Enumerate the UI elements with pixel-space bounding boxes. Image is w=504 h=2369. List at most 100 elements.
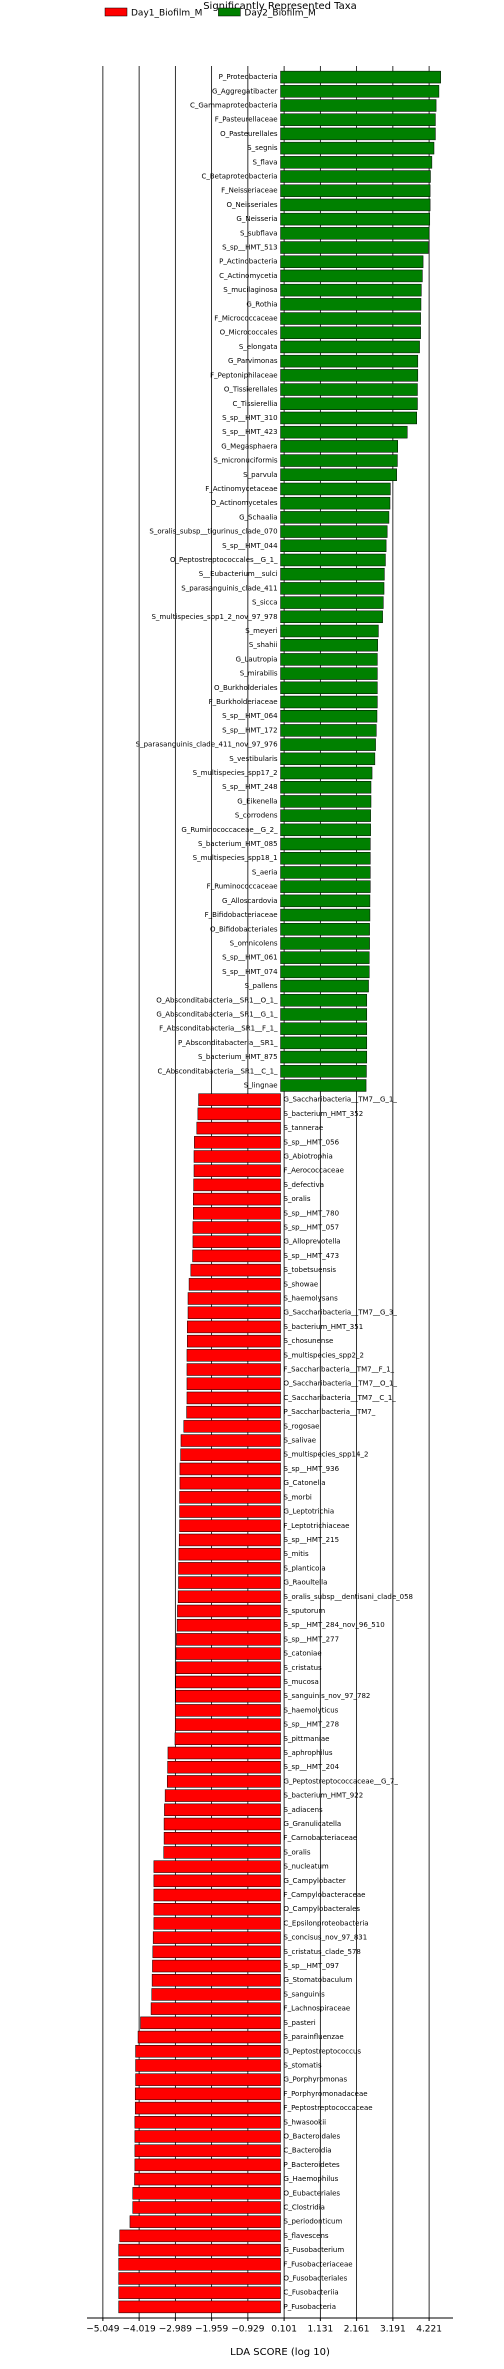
- category-label: O_Eubacteriales: [284, 2189, 341, 2197]
- bar: [198, 1093, 281, 1106]
- bar: [152, 1959, 281, 1973]
- category-label: S_bacterium_HMT_351: [284, 1323, 364, 1331]
- category-label: C_Epsilonproteobacteria: [284, 1919, 369, 1927]
- category-label: S_pallens: [245, 982, 278, 990]
- bar: [280, 354, 419, 368]
- category-label: S_oralis: [284, 1848, 311, 1856]
- bar: [164, 1789, 281, 1802]
- bar: [135, 2045, 281, 2058]
- bar: [280, 70, 441, 84]
- category-label: G_Lautropia: [236, 655, 278, 663]
- bar: [178, 1547, 281, 1561]
- bar: [280, 283, 422, 297]
- bar: [118, 2300, 281, 2314]
- category-label: S_parainfluenzae: [284, 2033, 344, 2041]
- category-label: G_Granulicatella: [284, 1820, 342, 1828]
- category-label: F_Absconditabacteria__SR1__F_1_: [159, 1025, 278, 1033]
- category-label: F_Peptostreptococcaceae: [284, 2104, 373, 2112]
- category-label: S_sp__HMT_277: [284, 1635, 339, 1643]
- category-label: S_sp__HMT_215: [284, 1536, 339, 1544]
- category-label: F_Fusobacteriaceae: [284, 2260, 353, 2268]
- bar: [176, 1633, 281, 1646]
- bar: [280, 1008, 368, 1021]
- category-label: S__Eubacterium__sulci: [199, 570, 278, 578]
- legend-label: Day2_Biofilm_M: [244, 9, 315, 19]
- category-label: S_sp__HMT_064: [222, 712, 278, 720]
- bar: [280, 326, 421, 339]
- category-label: S_sp__HMT_057: [284, 1224, 339, 1232]
- bar: [140, 2016, 281, 2030]
- bar: [179, 1519, 281, 1532]
- x-tick-label: −2.989: [159, 2325, 193, 2335]
- bar: [280, 638, 378, 652]
- category-label: G_Rothia: [246, 300, 277, 308]
- category-label: S_flava: [252, 158, 277, 166]
- category-label: F_Pasteurellaceae: [215, 116, 278, 124]
- category-label: G_Schaalia: [239, 513, 277, 521]
- bar: [179, 1476, 281, 1490]
- bar: [280, 468, 397, 481]
- bar: [280, 695, 378, 709]
- bar: [280, 951, 370, 964]
- category-label: S_parasanguinis_clade_411: [181, 584, 277, 592]
- category-label: S_cristatus_clade_578: [284, 1948, 361, 1956]
- category-label: P_Absconditabacteria__SR1_: [178, 1039, 278, 1047]
- category-label: S_sp__HMT_097: [284, 1962, 339, 1970]
- bar: [178, 1562, 281, 1575]
- bar: [280, 340, 420, 354]
- category-label: O_Micrococcales: [220, 329, 278, 337]
- bar: [186, 1363, 281, 1376]
- bar: [280, 525, 388, 538]
- bar: [167, 1746, 281, 1760]
- bar: [178, 1533, 281, 1547]
- bar: [134, 2116, 281, 2129]
- category-label: S_oralis_subsp__dentisani_clade_058: [284, 1593, 413, 1601]
- bar: [280, 979, 369, 993]
- bar: [151, 1988, 281, 2001]
- bar: [187, 1292, 281, 1305]
- x-tick-label: 4.221: [416, 2325, 442, 2335]
- x-tick-label: −0.929: [231, 2325, 265, 2335]
- category-label: G_Eikenella: [237, 797, 277, 805]
- bar: [118, 2286, 281, 2299]
- bar: [187, 1306, 281, 1319]
- category-label: G_Absconditabacteria__SR1__G_1_: [156, 1010, 278, 1018]
- bar: [280, 923, 370, 936]
- category-label: C_Actinomycetia: [219, 272, 277, 280]
- bar: [183, 1420, 281, 1433]
- category-label: F_Leptotrichiaceae: [284, 1522, 350, 1530]
- bar: [280, 795, 372, 808]
- category-label: S_sp__HMT_284_nov_96_510: [284, 1621, 385, 1629]
- category-label: C_Tissierellia: [232, 400, 277, 408]
- bar: [135, 2073, 281, 2086]
- category-label: S_pittmaniae: [284, 1735, 330, 1743]
- category-label: F_Carnobacteriaceae: [284, 1834, 358, 1842]
- category-label: S_multispecies_spp14_2: [284, 1451, 369, 1459]
- category-label: S_tannerae: [284, 1124, 324, 1132]
- bar: [190, 1263, 281, 1277]
- bar: [180, 1434, 281, 1447]
- bar: [280, 141, 435, 155]
- category-label: S_bacterium_HMT_085: [198, 840, 278, 848]
- bar: [280, 440, 398, 453]
- bar: [280, 170, 431, 183]
- category-label: G_Haemophilus: [284, 2175, 339, 2183]
- bar: [137, 2030, 281, 2044]
- bar: [280, 227, 430, 240]
- category-label: C_Fusobacteriia: [284, 2289, 339, 2297]
- category-label: S_adiacens: [284, 1806, 324, 1814]
- category-label: S_sp__HMT_310: [222, 414, 277, 422]
- bar: [280, 383, 418, 396]
- bar: [175, 1689, 281, 1703]
- category-label: C_Absconditabacteria__SR1__C_1_: [157, 1067, 278, 1075]
- category-label: F_Porphyromonadaceae: [284, 2090, 368, 2098]
- legend-swatch: [104, 7, 128, 17]
- bar: [134, 2144, 281, 2157]
- bar: [179, 1462, 281, 1476]
- category-label: G_Megasphaera: [221, 442, 277, 450]
- bar: [280, 567, 385, 581]
- bar: [132, 2187, 281, 2200]
- bar: [280, 965, 370, 979]
- category-label: F_Burkholderiaceae: [209, 698, 278, 706]
